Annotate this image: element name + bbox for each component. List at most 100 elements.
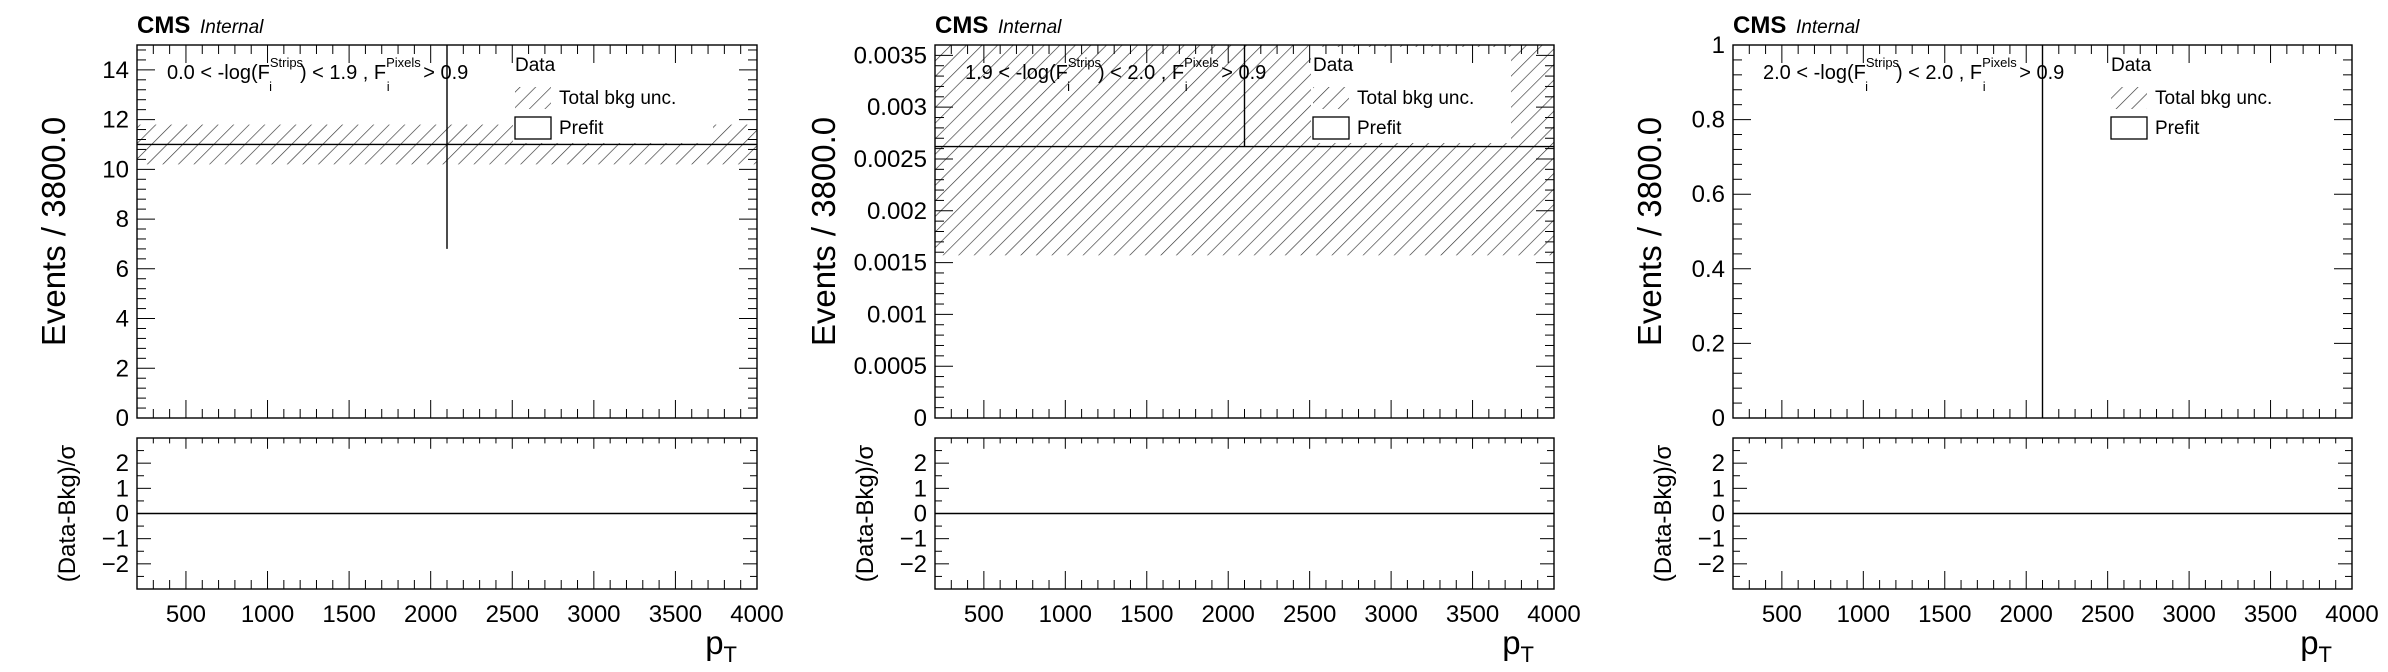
x-tick-label: 1500	[1918, 601, 1971, 628]
x-tick-label: 3000	[2162, 601, 2215, 628]
x-axis-title: pT	[705, 624, 737, 667]
ratio-y-tick-label: −1	[102, 526, 129, 553]
y-tick-label: 0.8	[1692, 107, 1725, 134]
selection-text-b: ) < 2.0 , F	[1098, 62, 1184, 84]
ratio-axis-title: (Data-Bkg)/σ	[852, 445, 879, 583]
legend-prefit-swatch	[514, 116, 552, 140]
ratio-y-tick-label: 1	[1712, 475, 1725, 502]
y-tick-label: 0.0035	[854, 42, 927, 69]
x-tick-label: 3500	[2244, 601, 2297, 628]
legend-data-label: Data	[2111, 55, 2152, 76]
x-axis-title-p: p	[705, 624, 723, 661]
legend-prefit-swatch	[2110, 116, 2148, 140]
cms-label: CMS	[935, 12, 988, 39]
x-tick-label: 4000	[1527, 601, 1580, 628]
x-axis-title-sub: T	[724, 642, 737, 667]
internal-label: Internal	[998, 17, 1062, 38]
x-tick-label: 3500	[1446, 601, 1499, 628]
x-axis-title: pT	[2300, 624, 2332, 667]
x-tick-label: 1000	[241, 601, 294, 628]
selection-sup-strips: Strips	[270, 55, 304, 70]
selection-text-b: ) < 1.9 , F	[300, 62, 386, 84]
x-axis-title-sub: T	[2319, 642, 2332, 667]
x-tick-label: 500	[964, 601, 1004, 628]
selection-text-c: > 0.9	[2014, 62, 2065, 84]
legend-unc-swatch	[2111, 87, 2147, 109]
selection-sup-strips: Strips	[1068, 55, 1102, 70]
x-axis-title-sub: T	[1521, 642, 1534, 667]
x-axis-title-p: p	[1502, 624, 1520, 661]
ratio-y-tick-label: 2	[914, 450, 927, 477]
y-tick-label: 0.0025	[854, 146, 927, 173]
y-tick-label: 0.0005	[854, 353, 927, 380]
x-tick-label: 1000	[1837, 601, 1890, 628]
x-tick-label: 2000	[1202, 601, 1255, 628]
selection-label: 2.0 < -log(FStrips i) < 2.0 , FPixels i > …	[1763, 55, 2064, 94]
x-axis-title: pT	[1502, 624, 1534, 667]
legend-unc-swatch	[1313, 87, 1349, 109]
y-tick-label: 0.002	[867, 198, 927, 225]
y-tick-label: 0.0015	[854, 250, 927, 277]
ratio-y-tick-label: −2	[102, 551, 129, 578]
y-axis-title: Events / 3800.0	[35, 117, 72, 346]
ratio-y-tick-label: 2	[1712, 450, 1725, 477]
x-tick-label: 500	[1762, 601, 1802, 628]
x-tick-label: 500	[166, 601, 206, 628]
ratio-axis-title: (Data-Bkg)/σ	[1650, 445, 1677, 583]
cms-label: CMS	[1733, 12, 1786, 39]
selection-text-c: > 0.9	[1216, 62, 1267, 84]
legend-unc-label: Total bkg unc.	[1357, 88, 1474, 109]
internal-label: Internal	[1796, 17, 1860, 38]
y-tick-label: 6	[116, 256, 129, 283]
x-tick-label: 1000	[1039, 601, 1092, 628]
selection-text-b: ) < 2.0 , F	[1896, 62, 1982, 84]
x-tick-label: 2500	[1283, 601, 1336, 628]
cms-label: CMS	[137, 12, 190, 39]
ratio-y-tick-label: 0	[1712, 501, 1725, 528]
x-tick-label: 4000	[2325, 601, 2378, 628]
y-axis-title: Events / 3800.0	[805, 117, 842, 346]
selection-sup-pixels: Pixels	[386, 55, 421, 70]
selection-sub-i: i	[1865, 79, 1868, 94]
y-tick-label: 14	[102, 57, 129, 84]
x-tick-label: 2500	[2081, 601, 2134, 628]
selection-sup-pixels: Pixels	[1982, 55, 2017, 70]
y-tick-label: 2	[116, 355, 129, 382]
y-axis-title: Events / 3800.0	[1631, 117, 1668, 346]
x-axis-title-p: p	[2300, 624, 2318, 661]
selection-label: 1.9 < -log(FStrips i) < 2.0 , FPixels i > …	[965, 55, 1266, 94]
ratio-y-tick-label: −1	[900, 526, 927, 553]
y-tick-label: 8	[116, 206, 129, 233]
y-tick-label: 10	[102, 156, 129, 183]
selection-sup-pixels: Pixels	[1184, 55, 1219, 70]
legend-unc-swatch	[515, 87, 551, 109]
ratio-y-tick-label: 0	[116, 501, 129, 528]
selection-text-a: 1.9 < -log(F	[965, 62, 1068, 84]
ratio-y-tick-label: 2	[116, 450, 129, 477]
selection-sub-i: i	[1067, 79, 1070, 94]
selection-sup-strips: Strips	[1866, 55, 1900, 70]
y-tick-label: 0	[116, 405, 129, 432]
y-tick-label: 0.2	[1692, 330, 1725, 357]
x-tick-label: 1500	[1120, 601, 1173, 628]
y-tick-label: 1	[1712, 32, 1725, 59]
selection-text-a: 2.0 < -log(F	[1763, 62, 1866, 84]
y-tick-label: 0.001	[867, 301, 927, 328]
y-tick-label: 0.4	[1692, 256, 1725, 283]
legend-unc-label: Total bkg unc.	[2155, 88, 2272, 109]
x-tick-label: 4000	[730, 601, 783, 628]
y-tick-label: 4	[116, 306, 129, 333]
x-tick-label: 1500	[322, 601, 375, 628]
selection-sub-i: i	[269, 79, 272, 94]
ratio-axis-title: (Data-Bkg)/σ	[54, 445, 81, 583]
legend-prefit-label: Prefit	[559, 118, 604, 139]
legend-data-label: Data	[1313, 55, 1354, 76]
y-tick-label: 0.6	[1692, 181, 1725, 208]
ratio-y-tick-label: −2	[1698, 551, 1725, 578]
ratio-y-tick-label: −1	[1698, 526, 1725, 553]
y-tick-label: 12	[102, 107, 129, 134]
ratio-y-tick-label: −2	[900, 551, 927, 578]
